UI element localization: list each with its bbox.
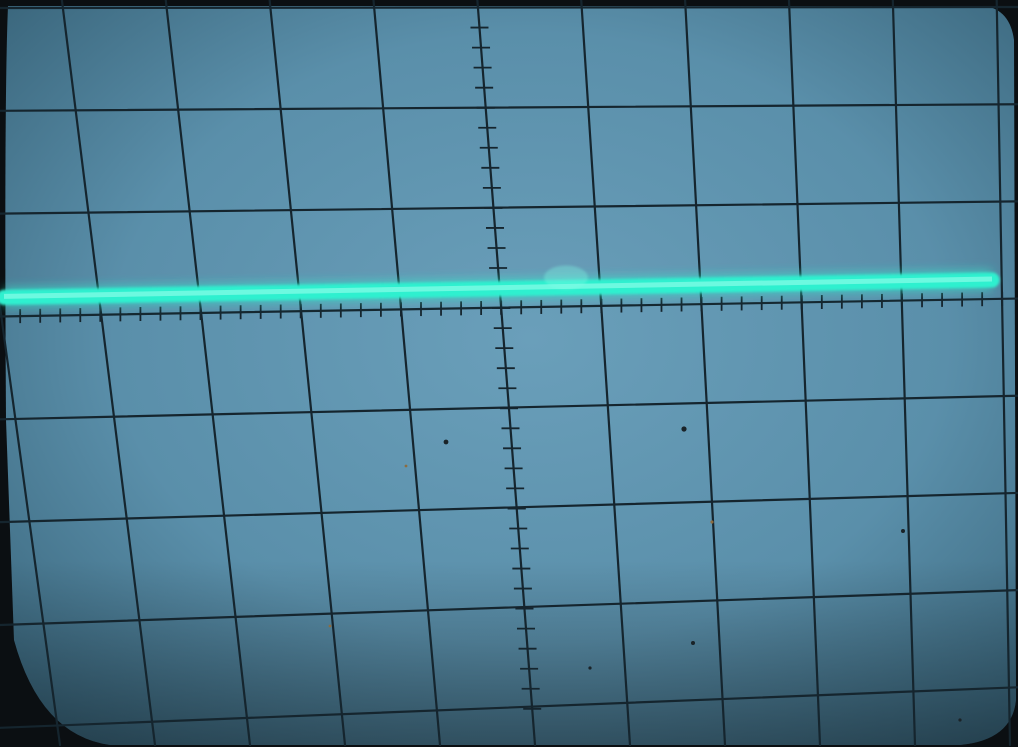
screen-vignette [5, 6, 1017, 745]
graticule-vertical-line [891, 0, 917, 747]
graticule-horizontal-line [0, 200, 1018, 215]
graticule-horizontal-line [0, 588, 1018, 627]
trace-line [0, 265, 1000, 308]
graticule-vertical-line [372, 0, 442, 747]
graticule-horizontal-line [0, 491, 1018, 524]
graticule-horizontal-line [0, 686, 1018, 729]
graticule-vertical-line [995, 0, 1012, 747]
graticule-horizontal-line [0, 5, 1018, 10]
trace-smear [544, 265, 588, 290]
graticule-vertical-line [60, 0, 157, 747]
graticule-vertical-line [476, 0, 537, 747]
graticule-vertical-line [164, 0, 252, 747]
graticule-vertical-line [683, 0, 727, 747]
graticule-vertical-line [0, 298, 62, 747]
graticule-vertical-line [787, 0, 822, 747]
graticule-vertical-line [268, 0, 347, 747]
dust-specks [328, 426, 962, 722]
graticule-horizontal-line [0, 103, 1018, 112]
graticule-vertical-line [580, 0, 632, 747]
trace-highlight [3, 276, 993, 299]
